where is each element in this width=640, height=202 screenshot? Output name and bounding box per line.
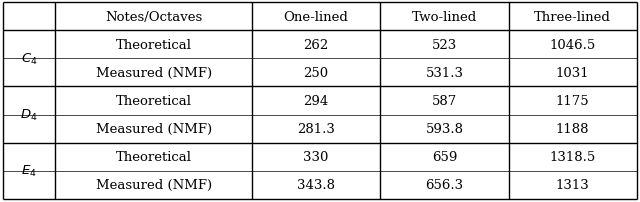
Text: Three-lined: Three-lined: [534, 11, 611, 23]
Text: One-lined: One-lined: [284, 11, 349, 23]
Text: 1046.5: 1046.5: [550, 39, 596, 52]
Text: Measured (NMF): Measured (NMF): [95, 123, 212, 136]
Text: Two-lined: Two-lined: [412, 11, 477, 23]
Text: 281.3: 281.3: [297, 123, 335, 136]
Text: 250: 250: [303, 66, 329, 79]
Text: $E_4$: $E_4$: [21, 163, 37, 179]
Text: 330: 330: [303, 150, 329, 163]
Text: 587: 587: [432, 95, 457, 107]
Text: 593.8: 593.8: [426, 123, 463, 136]
Text: Theoretical: Theoretical: [116, 95, 191, 107]
Text: Theoretical: Theoretical: [116, 39, 191, 52]
Text: $C_4$: $C_4$: [21, 52, 38, 66]
Text: 294: 294: [303, 95, 329, 107]
Text: 343.8: 343.8: [297, 179, 335, 191]
Text: 1031: 1031: [556, 66, 589, 79]
Text: 1313: 1313: [556, 179, 589, 191]
Text: $D_4$: $D_4$: [20, 107, 38, 122]
Text: Notes/Octaves: Notes/Octaves: [105, 11, 202, 23]
Text: Measured (NMF): Measured (NMF): [95, 66, 212, 79]
Text: 531.3: 531.3: [426, 66, 463, 79]
Text: 659: 659: [432, 150, 457, 163]
Text: Theoretical: Theoretical: [116, 150, 191, 163]
Text: 656.3: 656.3: [426, 179, 463, 191]
Text: 262: 262: [303, 39, 329, 52]
Text: 1188: 1188: [556, 123, 589, 136]
Text: 1175: 1175: [556, 95, 589, 107]
Text: Measured (NMF): Measured (NMF): [95, 179, 212, 191]
Text: 1318.5: 1318.5: [550, 150, 596, 163]
Text: 523: 523: [432, 39, 457, 52]
